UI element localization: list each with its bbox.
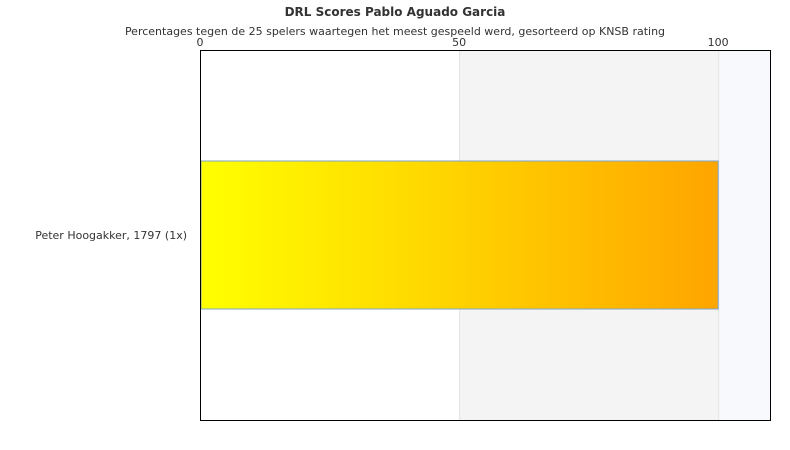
x-tick-label: 50 bbox=[452, 36, 466, 49]
chart-title: DRL Scores Pablo Aguado Garcia bbox=[284, 5, 506, 19]
band-2 bbox=[718, 50, 770, 420]
plot-frame bbox=[200, 50, 771, 421]
chart-subtitle: Percentages tegen de 25 spelers waartege… bbox=[124, 25, 666, 38]
x-tick-label: 100 bbox=[708, 36, 729, 49]
x-tick-label: 0 bbox=[197, 36, 204, 49]
category-label: Peter Hoogakker, 1797 (1x) bbox=[35, 229, 187, 242]
bar[interactable] bbox=[200, 160, 719, 310]
